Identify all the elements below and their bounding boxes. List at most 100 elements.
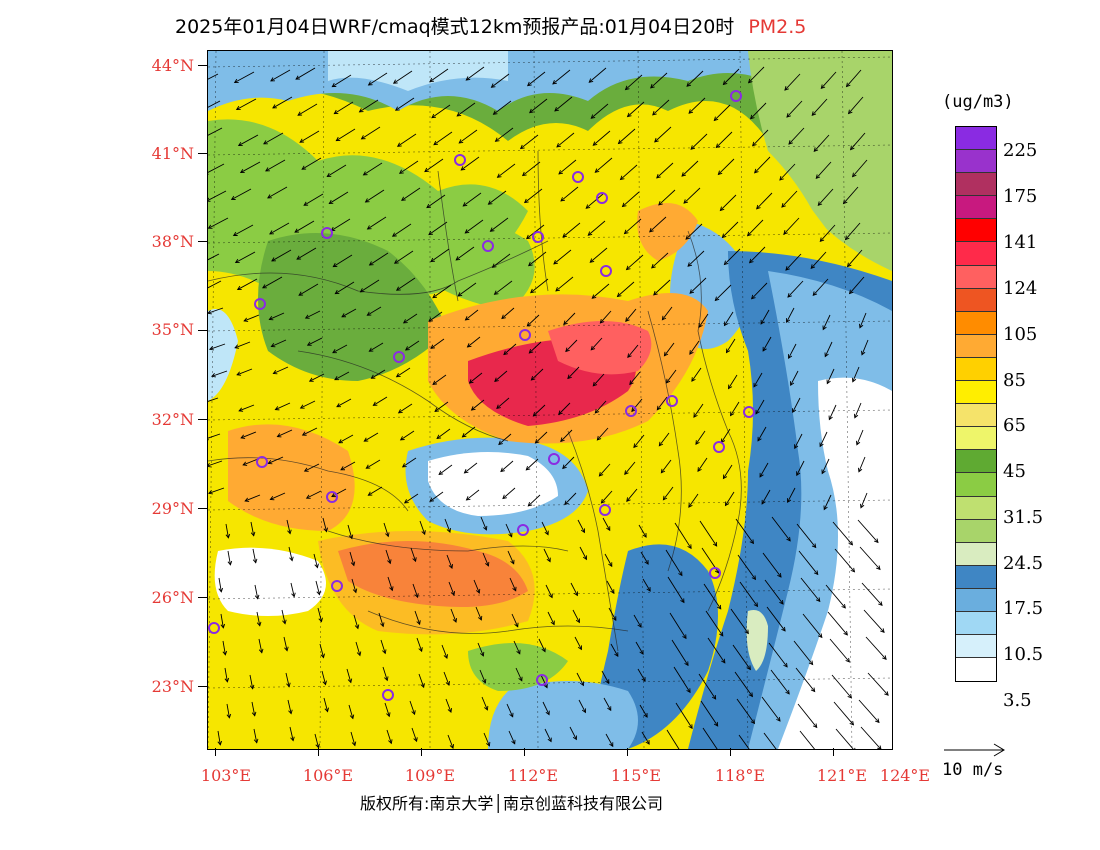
wind-arrow: [543, 548, 551, 562]
wind-arrow: [402, 457, 417, 468]
wind-arrow-head: [448, 564, 453, 569]
wind-arrow: [309, 373, 325, 382]
wind-arrow-head: [788, 354, 793, 360]
wind-arrow-head: [689, 350, 694, 355]
wind-arrow: [253, 728, 258, 743]
wind-arrow: [443, 671, 450, 686]
wind-arrow: [479, 669, 486, 684]
wind-arrow: [513, 640, 521, 654]
wind-arrow-head: [398, 169, 404, 174]
wind-arrow-head: [580, 528, 586, 534]
wind-arrow-head: [297, 111, 303, 116]
wind-arrow: [827, 611, 848, 636]
wind-arrow: [355, 641, 361, 656]
lon-label-118: 118°E: [714, 766, 766, 785]
wind-arrow: [784, 73, 801, 91]
wind-arrow-head: [787, 498, 792, 503]
wind-arrow-head: [382, 649, 387, 655]
wind-arrow-head: [545, 710, 550, 716]
wind-arrow-head: [786, 318, 791, 323]
lat-label-29: 29°N: [151, 499, 194, 518]
wind-arrow-head: [820, 84, 826, 90]
wind-arrow: [424, 158, 444, 172]
wind-arrow-head: [450, 591, 456, 596]
wind-arrow-head: [296, 255, 302, 260]
wind-arrow-head: [252, 558, 258, 564]
wind-arrow-head: [384, 676, 389, 682]
wind-arrow-head: [822, 325, 827, 331]
wind-arrow-head: [723, 260, 729, 266]
wind-arrow-head: [509, 712, 514, 718]
wind-arrow-head: [625, 317, 630, 323]
wind-arrow: [520, 134, 539, 149]
wind-arrow-head: [367, 491, 373, 496]
wind-arrow-head: [662, 495, 668, 501]
wind-arrow-head: [438, 470, 444, 476]
wind-arrow: [271, 249, 292, 262]
colorbar-segment: [956, 658, 996, 682]
wind-arrow-head: [368, 347, 374, 352]
wind-arrow-head: [516, 649, 521, 655]
wind-arrow-head: [380, 622, 385, 628]
wind-arrow: [560, 186, 579, 202]
wind-arrow: [386, 729, 392, 744]
wind-arrow: [633, 614, 642, 628]
lon-tick: [215, 748, 216, 756]
wind-arrow: [243, 314, 260, 322]
wind-arrow-head: [470, 406, 476, 411]
wind-arrow: [698, 673, 717, 700]
wind-arrow-head: [754, 168, 759, 174]
wind-arrow-head: [529, 108, 534, 114]
wind-arrow: [625, 74, 643, 90]
wind-arrow-head: [328, 199, 334, 205]
wind-arrow: [460, 156, 480, 171]
wind-arrow: [404, 493, 419, 504]
wind-arrow: [508, 730, 516, 744]
wind-arrow-head: [362, 171, 368, 176]
wind-arrow-head: [592, 381, 598, 387]
wind-arrow: [234, 341, 251, 349]
wind-arrow: [724, 248, 741, 265]
wind-arrow: [787, 280, 804, 298]
wind-arrow-head: [276, 433, 282, 438]
wind-arrow: [509, 577, 517, 591]
wind-arrow-head: [810, 687, 816, 693]
lon-label-121: 121°E: [816, 766, 868, 785]
wind-arrow-head: [360, 135, 366, 140]
wind-arrow: [755, 399, 765, 415]
wind-arrow: [380, 639, 386, 654]
wind-arrow-head: [581, 708, 587, 714]
wind-arrow: [269, 312, 285, 320]
wind-arrow-head: [781, 203, 786, 208]
wind-arrow-head: [401, 463, 407, 468]
wind-arrow: [802, 613, 823, 638]
wind-arrow: [640, 551, 649, 565]
wind-arrow: [749, 246, 766, 264]
wind-arrow-head: [755, 409, 760, 415]
wind-arrow: [792, 397, 801, 413]
wind-arrow-head: [698, 323, 703, 328]
wind-arrow: [567, 366, 580, 379]
wind-arrow-head: [350, 561, 356, 567]
wind-arrow: [455, 246, 475, 261]
wind-arrow: [688, 97, 706, 114]
wind-arrow-head: [530, 376, 536, 381]
wind-arrow: [367, 216, 387, 230]
wind-arrow-head: [490, 83, 496, 88]
wind-arrow-head: [845, 657, 850, 663]
wind-arrow-head: [761, 499, 766, 505]
wind-arrow-head: [434, 407, 440, 412]
wind-arrow: [541, 521, 549, 535]
wind-arrow: [572, 609, 580, 623]
wind-arrow-head: [236, 285, 242, 290]
wind-arrow: [606, 580, 615, 594]
lat-tick: [198, 65, 207, 66]
wind-arrow-head: [272, 370, 278, 375]
wind-arrow: [764, 579, 784, 605]
lat-tick: [198, 330, 207, 331]
wind-arrow: [633, 434, 645, 448]
wind-arrow: [483, 732, 490, 747]
wind-arrow-head: [631, 407, 636, 413]
wind-arrow: [664, 342, 675, 357]
wind-arrow: [336, 128, 356, 142]
